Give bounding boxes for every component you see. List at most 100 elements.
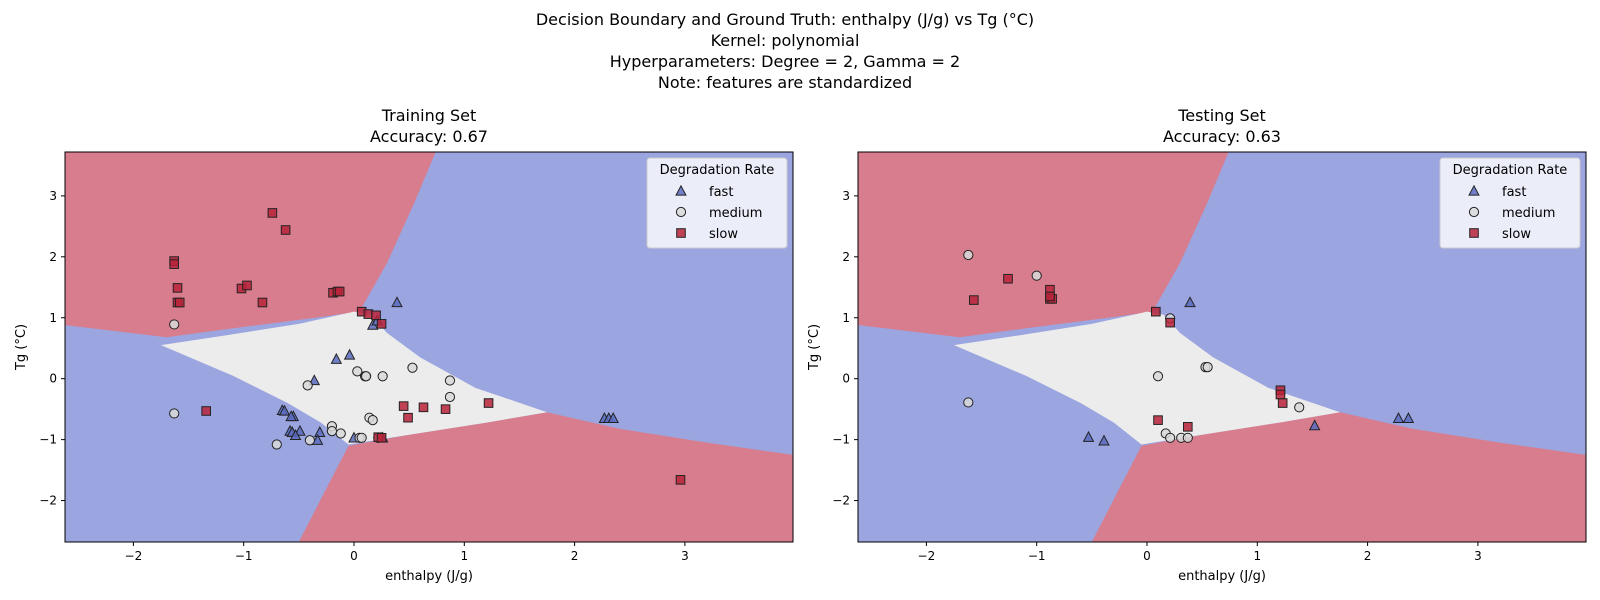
data-point-medium (361, 371, 372, 382)
data-point-fast (278, 404, 291, 416)
figure-title-line-1: Decision Boundary and Ground Truth: enth… (536, 10, 1034, 29)
data-point-slow (371, 310, 381, 321)
legend-marker-fast (675, 184, 687, 196)
data-point-slow (1153, 415, 1163, 425)
data-point-slow (675, 475, 686, 485)
data-point-slow (201, 406, 211, 416)
legend-title: Degradation Rate (660, 163, 775, 178)
data-point-medium (963, 249, 974, 261)
data-point-medium (1202, 362, 1213, 373)
figure-title-line-4: Note: features are standardized (658, 73, 912, 92)
data-point-fast (1098, 434, 1110, 446)
data-point-medium (271, 439, 282, 450)
x-tick-label: −1 (1028, 549, 1046, 563)
data-point-fast (607, 412, 619, 423)
data-point-medium (367, 415, 378, 426)
legend-label-fast: fast (709, 185, 733, 200)
data-point-fast (289, 429, 302, 441)
legend-label-slow: slow (709, 227, 738, 242)
data-point-slow (267, 208, 278, 218)
legend: Degradation Rate fast medium slow (1439, 157, 1581, 249)
y-tick-label: 2 (842, 250, 850, 264)
region-slow-lower (1091, 412, 1586, 542)
data-point-medium (377, 371, 388, 382)
training-set-panel: Training Set Accuracy: 0.67 −2 −1 0 1 2 3 −2 −1 0 1… (14, 106, 794, 584)
data-point-medium (1152, 371, 1164, 382)
panel-accuracy: Accuracy: 0.67 (370, 127, 488, 146)
data-point-medium (335, 428, 346, 439)
data-point-slow (483, 398, 494, 408)
x-tick-label: 0 (350, 549, 358, 563)
data-point-fast (1082, 430, 1095, 442)
y-tick-label: 3 (49, 189, 57, 203)
x-tick-label: 1 (460, 549, 468, 563)
legend-label-medium: medium (1502, 206, 1555, 221)
legend-marker-medium (675, 206, 687, 218)
y-tick-label: −2 (832, 494, 850, 508)
data-point-slow (257, 297, 268, 308)
data-point-slow (376, 432, 387, 443)
y-axis-label: Tg (°C) (807, 324, 822, 371)
data-point-medium (326, 425, 338, 437)
x-tick-label: 1 (1253, 549, 1261, 563)
legend-label-slow: slow (1502, 227, 1531, 242)
data-point-slow (172, 283, 183, 293)
data-point-fast (343, 348, 356, 360)
data-point-slow (334, 286, 345, 297)
figure-title-line-3: Hyperparameters: Degree = 2, Gamma = 2 (610, 52, 960, 71)
data-point-fast (1184, 296, 1196, 308)
region-medium (160, 311, 548, 445)
x-tick-label: 2 (1364, 549, 1372, 563)
data-point-slow (1275, 389, 1286, 400)
legend-marker-fast (1468, 184, 1480, 196)
y-tick-label: −1 (832, 433, 850, 447)
data-point-fast (285, 410, 297, 422)
x-tick-label: 2 (571, 549, 579, 563)
legend-title: Degradation Rate (1453, 163, 1568, 178)
y-tick-label: 2 (49, 250, 57, 264)
panel-accuracy: Accuracy: 0.63 (1163, 127, 1281, 146)
data-point-fast (1308, 419, 1321, 431)
x-tick-label: 3 (1474, 549, 1482, 563)
y-tick-label: 3 (842, 189, 850, 203)
data-point-slow (418, 402, 429, 413)
data-point-slow (376, 319, 387, 329)
y-tick-label: 1 (842, 311, 850, 325)
region-slow-lower (298, 412, 793, 542)
figure-title: Decision Boundary and Ground Truth: enth… (536, 10, 1034, 92)
data-point-fast (308, 374, 321, 386)
data-point-medium (444, 391, 456, 403)
y-axis-label: Tg (°C) (14, 324, 29, 371)
data-point-medium (444, 375, 456, 386)
data-point-medium (407, 362, 418, 373)
data-point-medium (169, 408, 180, 419)
data-point-slow (969, 295, 979, 305)
data-point-fast (330, 352, 343, 364)
data-point-slow (398, 401, 409, 411)
y-tick-label: 0 (842, 372, 850, 386)
data-point-fast (311, 433, 324, 445)
data-point-slow (1277, 398, 1288, 408)
y-tick-label: 0 (49, 372, 57, 386)
axes-frame (857, 151, 1587, 543)
legend-marker-slow (676, 228, 686, 238)
x-tick-label: −1 (235, 549, 253, 563)
legend-box (1439, 157, 1581, 249)
data-point-medium (352, 366, 363, 377)
testing-set-panel: Testing Set Accuracy: 0.63 −2 −1 0 1 2 3 −2 −1 0 1 2… (807, 106, 1587, 584)
data-point-medium (302, 380, 313, 391)
data-point-fast (314, 426, 326, 437)
x-tick-label: 3 (681, 549, 689, 563)
data-point-fast (1392, 412, 1405, 423)
data-point-medium (169, 319, 180, 330)
y-tick-label: 1 (49, 311, 57, 325)
data-point-slow (403, 412, 413, 423)
x-tick-label: −2 (125, 549, 143, 563)
legend-label-medium: medium (709, 206, 762, 221)
legend-box (646, 157, 788, 249)
data-point-medium (356, 432, 367, 443)
data-point-fast (1402, 412, 1415, 423)
region-slow-upper (858, 152, 1229, 338)
data-point-fast (391, 296, 403, 308)
